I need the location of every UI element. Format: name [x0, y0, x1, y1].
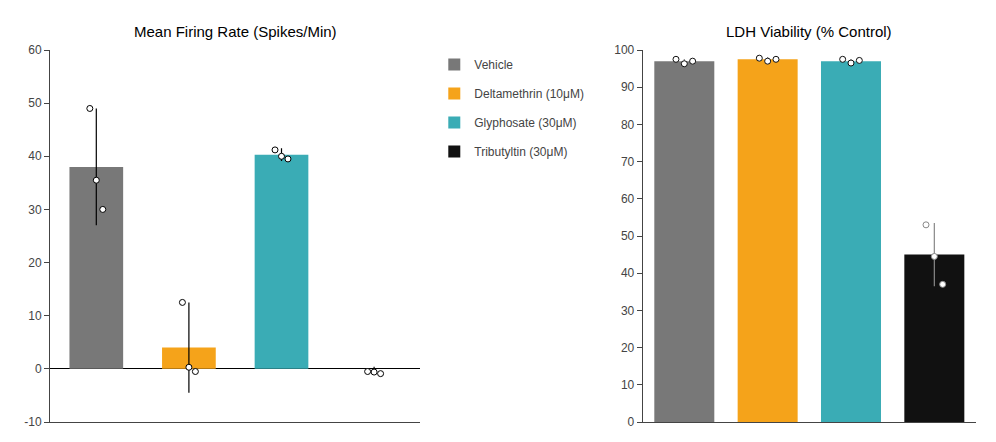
svg-text:30: 30 [28, 203, 42, 217]
svg-text:50: 50 [621, 229, 635, 243]
svg-text:Deltamethrin (10μM): Deltamethrin (10μM) [474, 87, 584, 101]
svg-text:Mean Firing Rate (Spikes/Min): Mean Firing Rate (Spikes/Min) [134, 23, 337, 40]
svg-text:0: 0 [35, 362, 42, 376]
svg-text:80: 80 [621, 118, 635, 132]
svg-text:30: 30 [621, 304, 635, 318]
svg-text:20: 20 [28, 256, 42, 270]
svg-text:0: 0 [628, 415, 635, 429]
svg-text:100: 100 [614, 43, 634, 57]
svg-text:10: 10 [28, 309, 42, 323]
svg-text:20: 20 [621, 341, 635, 355]
svg-text:90: 90 [621, 80, 635, 94]
svg-text:40: 40 [621, 266, 635, 280]
svg-text:Tributyltin (30μM): Tributyltin (30μM) [474, 145, 567, 159]
svg-text:70: 70 [621, 155, 635, 169]
svg-text:40: 40 [28, 149, 42, 163]
svg-text:Glyphosate (30μM): Glyphosate (30μM) [474, 116, 576, 130]
svg-text:10: 10 [621, 378, 635, 392]
svg-text:60: 60 [28, 43, 42, 57]
svg-text:50: 50 [28, 96, 42, 110]
svg-text:Vehicle: Vehicle [474, 58, 513, 72]
svg-text:60: 60 [621, 192, 635, 206]
svg-text:LDH Viability (% Control): LDH Viability (% Control) [726, 23, 892, 40]
svg-text:-10: -10 [24, 415, 42, 429]
